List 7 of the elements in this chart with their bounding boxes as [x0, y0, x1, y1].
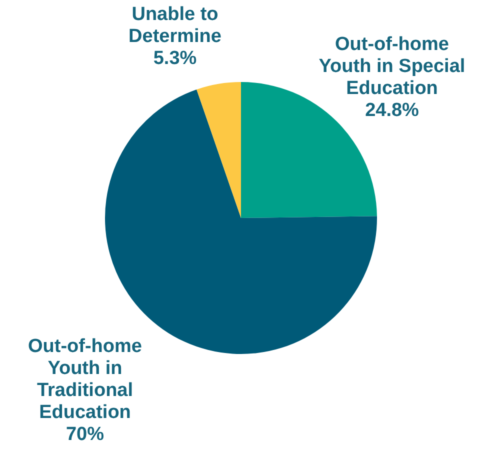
data-label: 5.3%: [153, 48, 197, 69]
slice-label: Out-of-home Youth in Traditional Education: [28, 336, 142, 423]
slice-label: Out-of-home Youth in Special Education: [318, 34, 466, 99]
data-label: 24.8%: [365, 100, 420, 121]
slice-label: Unable to Determine: [128, 4, 222, 47]
data-label: 70%: [66, 424, 104, 445]
pie-slice: [196, 82, 241, 218]
